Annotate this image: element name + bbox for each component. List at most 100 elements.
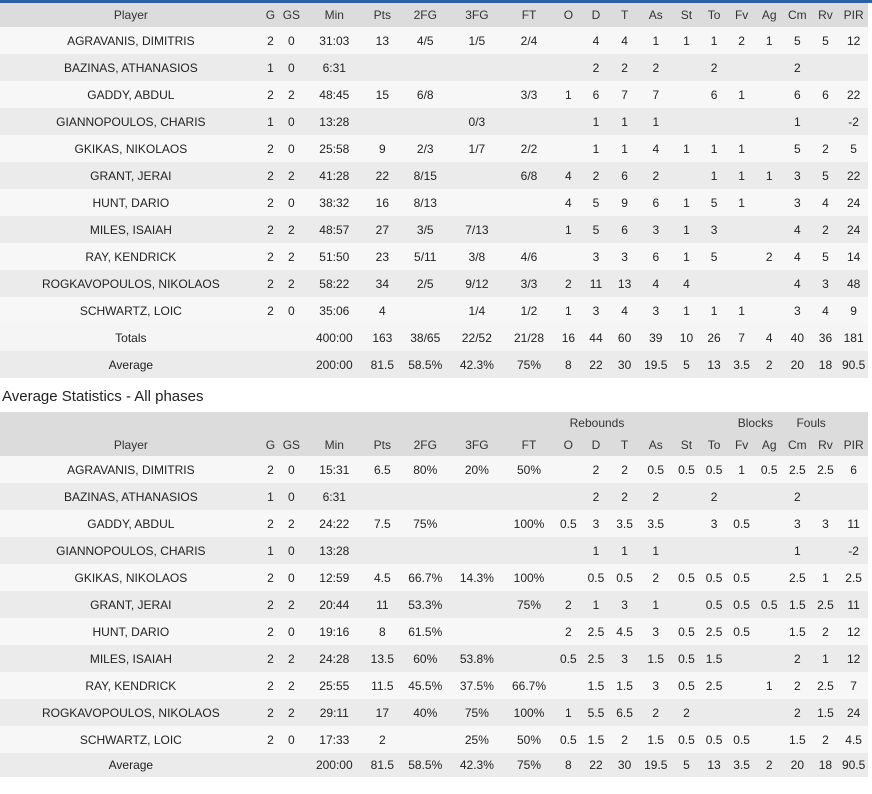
player-name[interactable]: ROGKAVOPOULOS, NIKOLAOS [0,270,262,297]
cell-2fg: 61.5% [399,618,451,645]
cell-rv: 5 [811,243,840,270]
cell-cm: 1.5 [783,591,812,618]
col-header-g[interactable]: G [261,434,280,456]
col-header-t[interactable]: T [610,3,639,27]
cell-o [555,243,582,270]
col-header-cm[interactable]: Cm [783,3,812,27]
cell-pts: 11.5 [364,672,400,699]
cell-as: 0.5 [638,456,673,483]
col-header-st[interactable]: St [672,3,701,27]
cell-o: 0.5 [555,510,582,537]
player-name[interactable]: ROGKAVOPOULOS, NIKOLAOS [0,699,262,726]
col-header-t[interactable]: T [610,434,639,456]
cell-g: 2 [261,27,280,54]
cell-d: 1 [581,108,611,135]
col-header-min[interactable]: Min [303,434,365,456]
player-name[interactable]: RAY, KENDRICK [0,243,262,270]
col-header-o[interactable]: O [555,434,582,456]
cell-t: 30 [610,753,639,777]
player-name[interactable]: MILES, ISAIAH [0,645,262,672]
col-header-st[interactable]: St [672,434,701,456]
cell-ag: 2 [755,243,784,270]
cell-d: 22 [581,351,611,378]
player-name[interactable]: RAY, KENDRICK [0,672,262,699]
cell-d: 44 [581,324,611,351]
cell-min: 19:16 [303,618,365,645]
player-name[interactable]: GADDY, ABDUL [0,81,262,108]
col-header-rv[interactable]: Rv [811,434,840,456]
col-header-fv[interactable]: Fv [727,3,756,27]
cell-fv: 7 [727,324,756,351]
cell-pts: 7.5 [364,510,400,537]
col-header-ag[interactable]: Ag [755,3,784,27]
player-name[interactable]: AGRAVANIS, DIMITRIS [0,456,262,483]
player-name[interactable]: GIANNOPOULOS, CHARIS [0,108,262,135]
player-name[interactable]: GRANT, JERAI [0,162,262,189]
cell-rv: 5 [811,27,840,54]
player-name[interactable]: SCHWARTZ, LOIC [0,726,262,753]
col-header-ft[interactable]: FT [502,3,556,27]
totals-table-header: Player G GS Min Pts 2FG 3FG FT O D T As St To Fv Ag Cm Rv… [0,3,868,27]
player-name[interactable]: SCHWARTZ, LOIC [0,297,262,324]
cell-d: 5 [581,216,611,243]
cell-ft: 100% [502,699,556,726]
col-header-gs[interactable]: GS [279,434,304,456]
col-header-pir[interactable]: PIR [839,3,868,27]
player-name[interactable]: BAZINAS, ATHANASIOS [0,54,262,81]
cell-o [555,672,582,699]
player-name[interactable]: GRANT, JERAI [0,591,262,618]
player-name[interactable]: BAZINAS, ATHANASIOS [0,483,262,510]
player-name[interactable]: GKIKAS, NIKOLAOS [0,564,262,591]
col-header-2fg[interactable]: 2FG [399,434,451,456]
col-header-cm[interactable]: Cm [783,434,812,456]
player-name[interactable]: GIANNOPOULOS, CHARIS [0,537,262,564]
cell-pts: 15 [364,81,400,108]
col-header-g[interactable]: G [261,3,280,27]
cell-to: 1 [700,135,728,162]
col-header-o[interactable]: O [555,3,582,27]
cell-2fg: 58.5% [399,351,451,378]
cell-rv: 4 [811,189,840,216]
cell-ft: 75% [502,351,556,378]
cell-to: 26 [700,324,728,351]
col-header-2fg[interactable]: 2FG [399,3,451,27]
col-header-player[interactable]: Player [0,3,262,27]
player-name[interactable]: AGRAVANIS, DIMITRIS [0,27,262,54]
col-header-pts[interactable]: Pts [364,3,400,27]
col-header-ft[interactable]: FT [502,434,556,456]
cell-o: 0.5 [555,726,582,753]
section-title: Average Statistics - All phases [2,388,204,405]
col-header-pts[interactable]: Pts [364,434,400,456]
cell-st: 1 [672,297,701,324]
cell-t: 9 [610,189,639,216]
col-header-rv[interactable]: Rv [811,3,840,27]
col-header-d[interactable]: D [581,434,611,456]
cell-fv: 0.5 [727,591,756,618]
col-header-to[interactable]: To [700,3,728,27]
cell-pts [364,537,400,564]
cell-as: 6 [638,189,673,216]
col-header-d[interactable]: D [581,3,611,27]
player-name[interactable]: MILES, ISAIAH [0,216,262,243]
col-header-fv[interactable]: Fv [727,434,756,456]
col-header-3fg[interactable]: 3FG [450,434,503,456]
player-name[interactable]: GADDY, ABDUL [0,510,262,537]
col-header-ag[interactable]: Ag [755,434,784,456]
col-header-player[interactable]: Player [0,434,262,456]
rebounds-group-label: Rebounds [555,412,639,434]
col-header-min[interactable]: Min [303,3,365,27]
player-name[interactable]: HUNT, DARIO [0,618,262,645]
col-header-3fg[interactable]: 3FG [450,3,503,27]
cell-pir: 48 [839,270,868,297]
col-header-to[interactable]: To [700,434,728,456]
cell-2fg [399,483,451,510]
player-name[interactable]: HUNT, DARIO [0,189,262,216]
cell-o: 0.5 [555,645,582,672]
cell-pts: 4 [364,297,400,324]
col-header-as[interactable]: As [638,434,673,456]
player-name[interactable]: GKIKAS, NIKOLAOS [0,135,262,162]
cell-to: 1 [700,162,728,189]
col-header-gs[interactable]: GS [279,3,304,27]
col-header-as[interactable]: As [638,3,673,27]
col-header-pir[interactable]: PIR [839,434,868,456]
